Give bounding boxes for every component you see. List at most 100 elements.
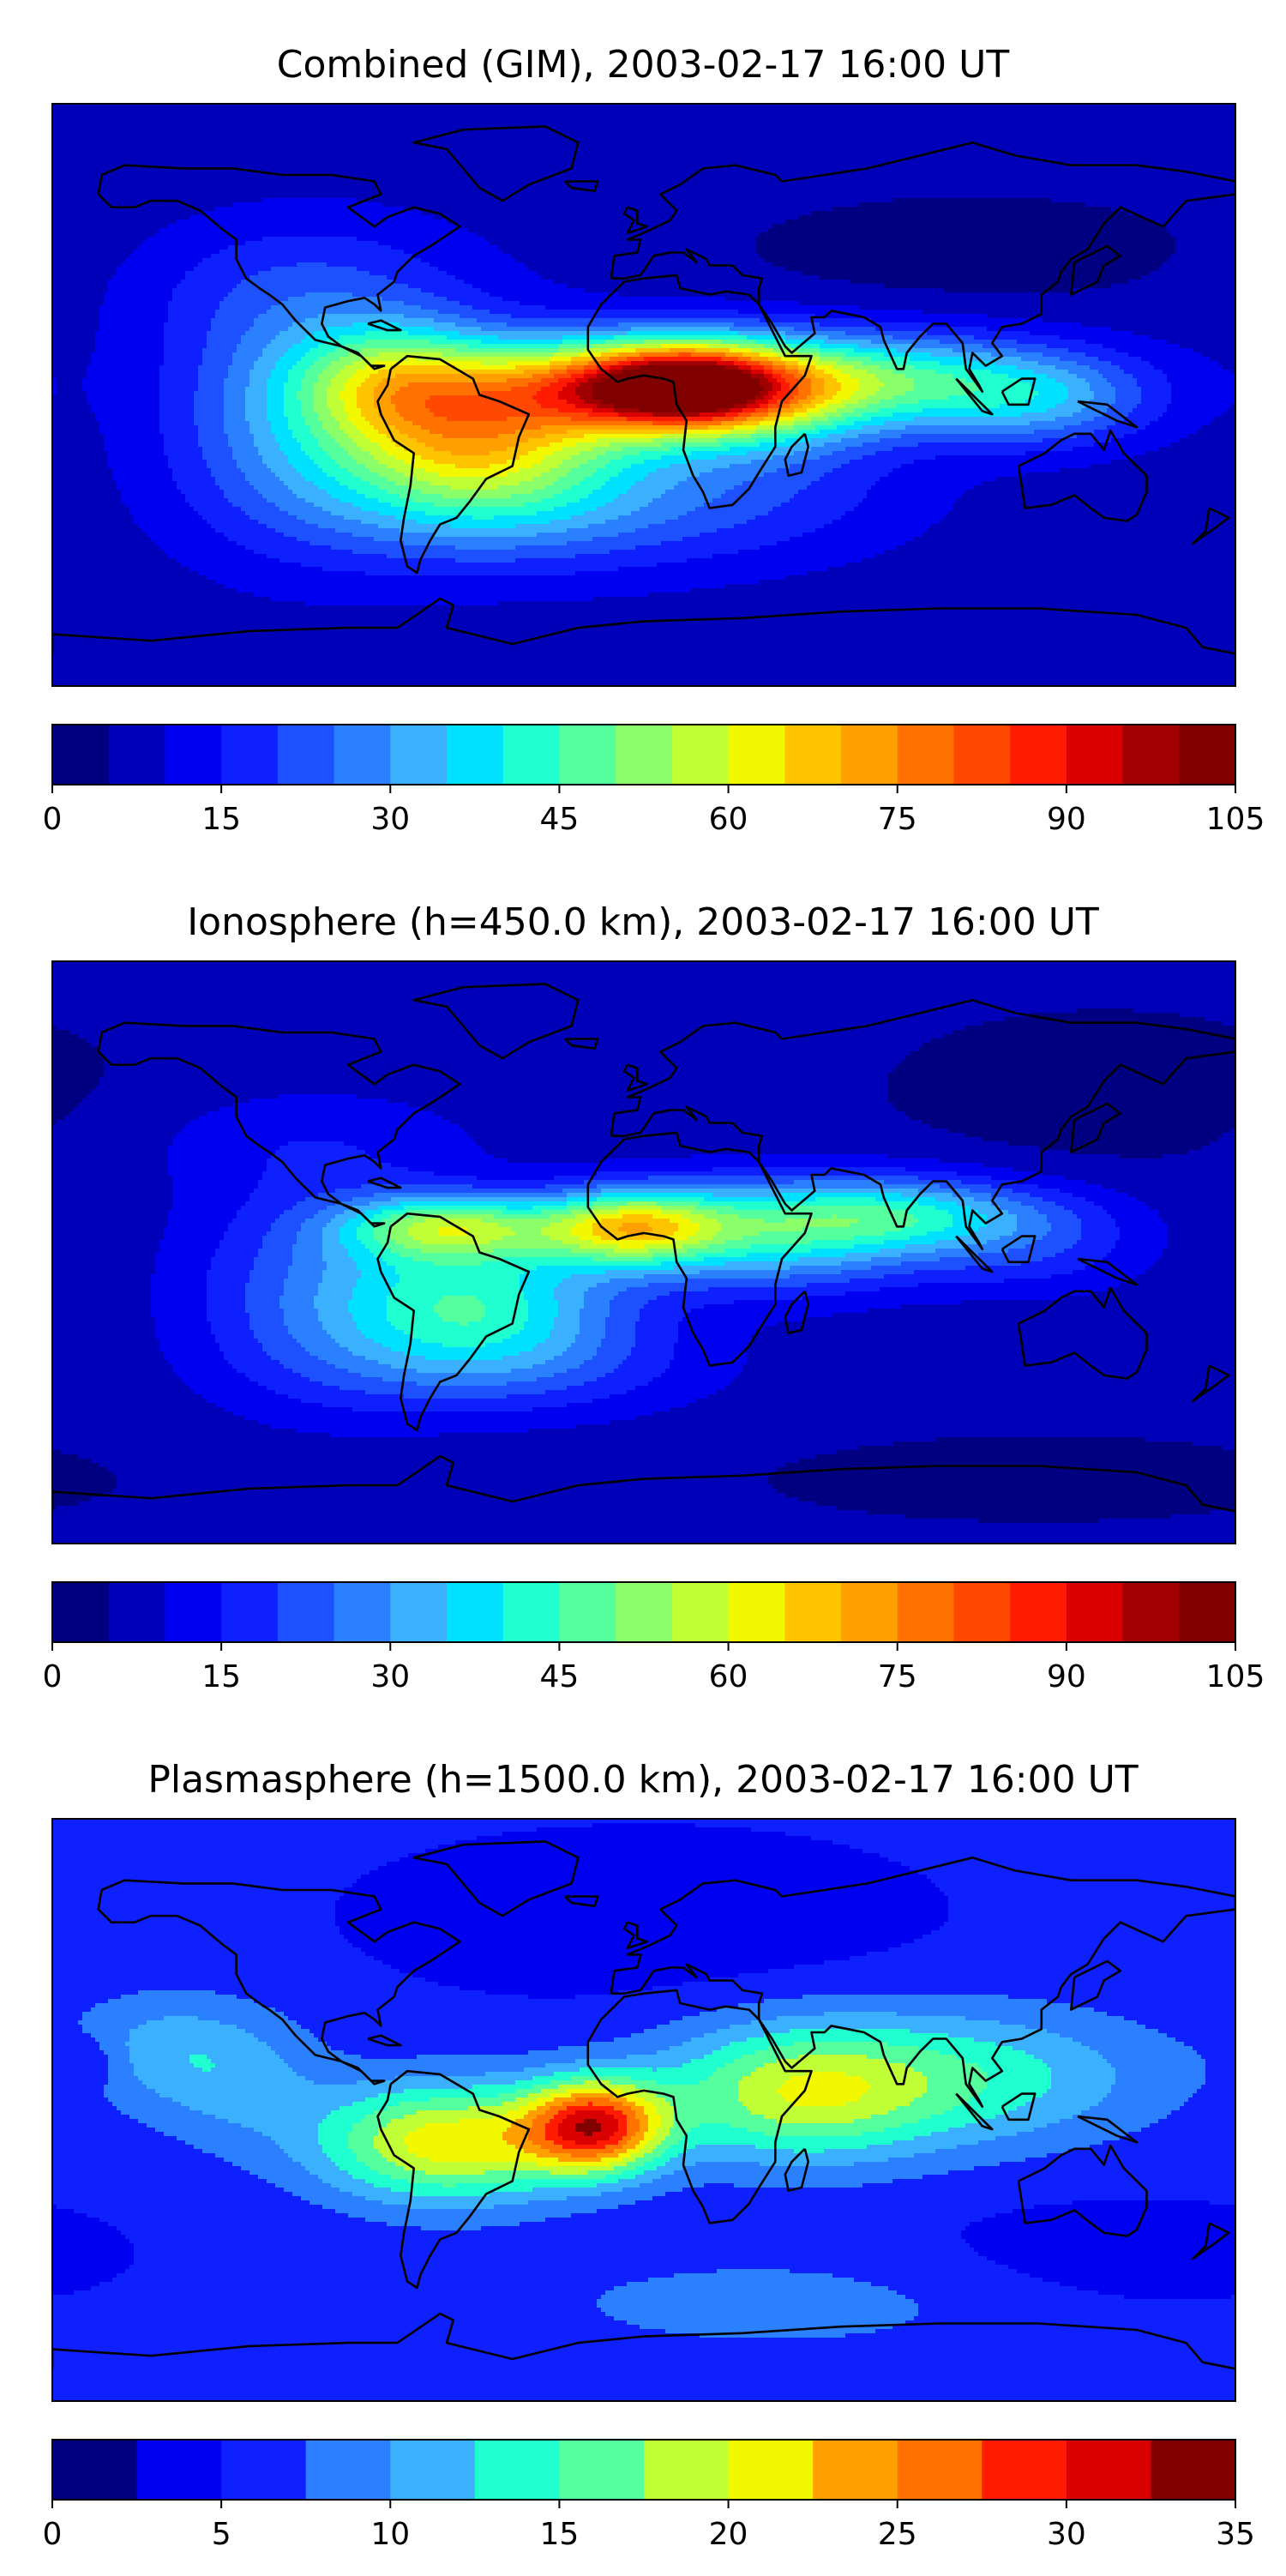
colorbar-swatch [165, 1582, 222, 1642]
coastline-6 [52, 2312, 1235, 2370]
coastline-10 [1001, 1235, 1037, 1264]
colorbar-tick-label: 60 [709, 802, 748, 837]
colorbar-swatch [728, 725, 785, 785]
colorbar-swatch [136, 2440, 222, 2500]
colorbar-tick-label: 75 [878, 1659, 917, 1694]
colorbar-frame [51, 1581, 1236, 1643]
panel-plasmasphere: Plasmasphere (h=1500.0 km), 2003-02-17 1… [43, 1758, 1255, 2552]
colorbar-swatch [813, 2440, 898, 2500]
coastline-15 [1191, 1364, 1230, 1403]
colorbar-swatch [1010, 725, 1067, 785]
colorbar-frame [51, 724, 1236, 785]
coastline-15 [1191, 507, 1230, 545]
tec-contour-field [52, 1819, 1235, 2401]
coastline-12 [1077, 1257, 1139, 1286]
coastline-0 [97, 1879, 461, 2085]
colorbar-swatch [221, 2440, 307, 2500]
colorbar-swatch [108, 725, 165, 785]
colorbar-swatch [277, 725, 335, 785]
panel-title: Combined (GIM), 2003-02-17 16:00 UT [277, 43, 1010, 87]
colorbar-frame [51, 2439, 1236, 2501]
panel-combined: Combined (GIM), 2003-02-17 16:00 UT 0 15 3… [43, 43, 1265, 837]
map-area [51, 1818, 1236, 2402]
coastline-6 [52, 1454, 1235, 1513]
colorbar-swatch [447, 1582, 504, 1642]
colorbar-swatch [1151, 2440, 1236, 2500]
colorbar-swatch [52, 1582, 110, 1642]
colorbar-tick-label: 10 [370, 2517, 410, 2552]
coastline-4 [610, 999, 1235, 1250]
colorbar-swatch [52, 725, 110, 785]
colorbar-tick-label: 45 [540, 1659, 580, 1694]
colorbar-swatch [221, 1582, 279, 1642]
coastline-9 [955, 1235, 994, 1273]
map-frame [51, 1818, 1236, 2402]
colorbar-swatch [841, 725, 898, 785]
coastline-5 [1017, 429, 1148, 522]
tec-contour-field [52, 104, 1235, 686]
coastline-13 [367, 1177, 402, 1189]
colorbar-swatch [502, 1582, 560, 1642]
colorbar: 0 15 30 45 60 75 90 105 [43, 724, 1265, 837]
coastline-7 [622, 1063, 649, 1092]
colorbar-tick-label: 20 [709, 2517, 748, 2552]
colorbar: 0 15 30 45 60 75 90 105 [43, 1581, 1265, 1694]
coastline-13 [367, 2034, 402, 2047]
coastlines [52, 1840, 1235, 2370]
coastline-8 [784, 432, 809, 478]
coastline-12 [1077, 400, 1139, 429]
coastline-3 [586, 1989, 813, 2224]
panel-title: Ionosphere (h=450.0 km), 2003-02-17 16:0… [187, 900, 1099, 944]
colorbar-swatch [784, 1582, 842, 1642]
panel-title: Plasmasphere (h=1500.0 km), 2003-02-17 1… [147, 1758, 1138, 1802]
colorbar-swatch [474, 2440, 560, 2500]
colorbar-tick-label: 30 [370, 1659, 410, 1694]
colorbar-tick-label: 5 [212, 2517, 231, 2552]
colorbar-tick-label: 15 [540, 2517, 580, 2552]
coastline-1 [412, 125, 580, 202]
coastline-8 [784, 2147, 809, 2193]
coastline-12 [1077, 2115, 1139, 2144]
coastline-3 [586, 1131, 813, 1367]
colorbar: 0 5 10 15 20 25 30 35 [43, 2439, 1255, 2552]
coastline-9 [955, 2092, 994, 2131]
colorbar-swatch [108, 1582, 165, 1642]
coastline-0 [97, 1021, 461, 1228]
panel-ionosphere: Ionosphere (h=450.0 km), 2003-02-17 16:0… [43, 900, 1265, 1694]
colorbar-swatch [671, 725, 730, 785]
coastline-3 [586, 274, 813, 509]
colorbar-swatch [1122, 1582, 1180, 1642]
colorbar-tick-label: 15 [201, 802, 241, 837]
coastline-11 [1070, 1959, 1122, 2011]
colorbar-swatch [728, 2440, 814, 2500]
colorbar-swatch [390, 1582, 448, 1642]
coastline-7 [622, 1921, 649, 1950]
colorbar-swatch [841, 1582, 898, 1642]
map-frame [51, 103, 1236, 687]
colorbar-swatch [559, 2440, 645, 2500]
coastline-11 [1070, 244, 1122, 296]
colorbar-swatch [982, 2440, 1067, 2500]
coastline-14 [564, 1038, 599, 1050]
colorbar-swatch [1066, 1582, 1124, 1642]
coastline-1 [412, 983, 580, 1060]
coastline-0 [97, 164, 461, 370]
colorbar-swatch [953, 725, 1011, 785]
colorbar-swatch [559, 1582, 616, 1642]
colorbar-swatch [1179, 1582, 1236, 1642]
colorbar-swatch [221, 725, 279, 785]
coastline-10 [1001, 377, 1037, 406]
colorbar-tick-label: 90 [1047, 802, 1086, 837]
colorbar-swatch [305, 2440, 391, 2500]
colorbar-tick-label: 90 [1047, 1659, 1086, 1694]
coastline-10 [1001, 2092, 1037, 2122]
colorbar-tick-label: 30 [1047, 2517, 1086, 2552]
colorbar-tick-label: 45 [540, 802, 580, 837]
colorbar-swatch [52, 2440, 138, 2500]
colorbar-tick-label: 30 [370, 802, 410, 837]
coastline-7 [622, 206, 649, 235]
colorbar-swatch [1066, 725, 1124, 785]
colorbar-tick-label: 0 [43, 2517, 63, 2552]
coastlines [52, 983, 1235, 1513]
